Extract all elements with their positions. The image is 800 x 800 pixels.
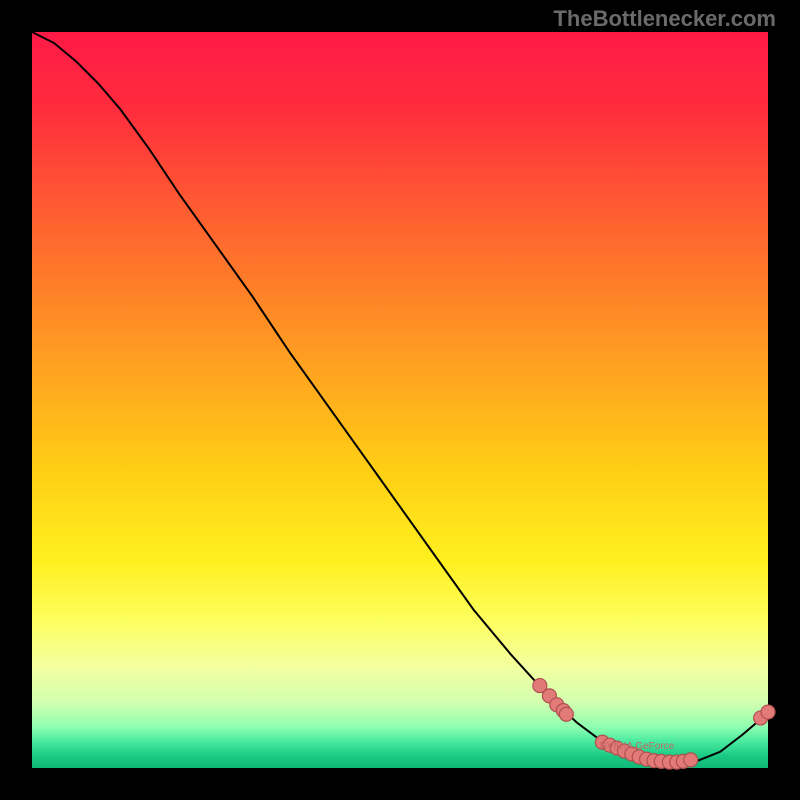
curve-marker	[761, 705, 775, 719]
curve-marker	[684, 753, 698, 767]
watermark-text: TheBottlenecker.com	[553, 6, 776, 32]
heatmap-background	[32, 32, 768, 768]
curve-marker	[559, 707, 573, 721]
chart-wrapper: TheBottlenecker.com NVIDIA GeForce	[0, 0, 800, 800]
curve-label-cluster: NVIDIA GeForce	[600, 741, 675, 752]
bottleneck-chart: NVIDIA GeForce	[0, 0, 800, 800]
